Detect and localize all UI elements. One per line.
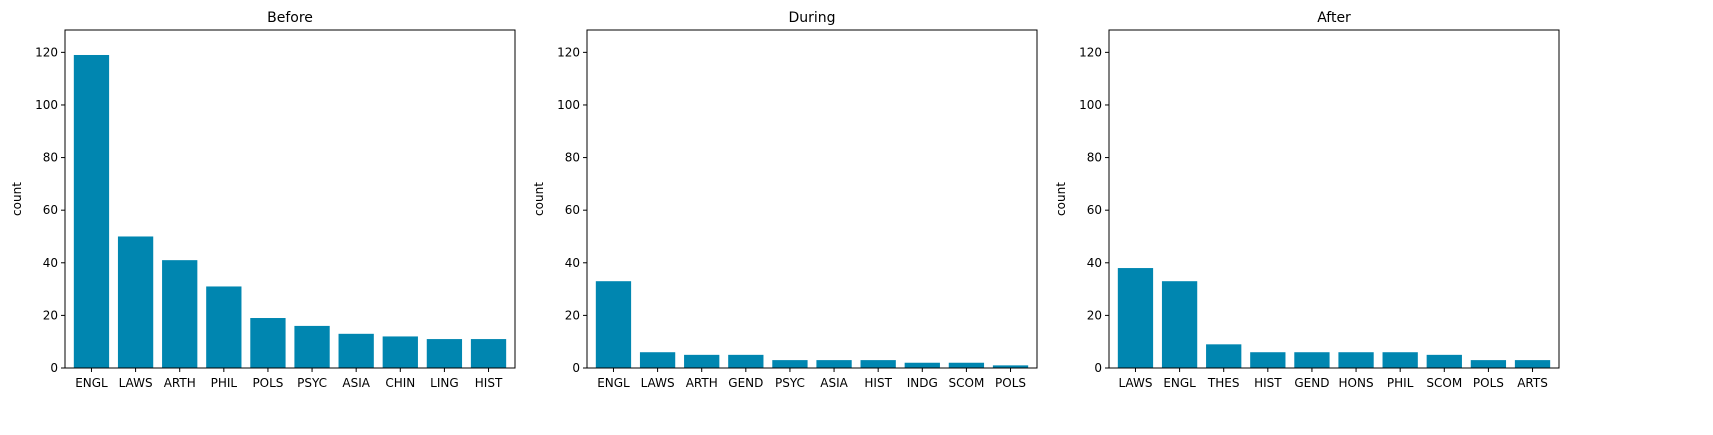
x-tick-label: GEND: [1294, 376, 1329, 390]
chart-panel-2: ENGL LAWS ARTH GEND PSYC ASIA HIST INDG SCOM POLS…: [532, 10, 1038, 390]
x-tick-label: ASIA: [820, 376, 848, 390]
y-tick-label: 100: [35, 98, 58, 112]
x-tick-label: ENGL: [1163, 376, 1196, 390]
x-tick-label: SCOM: [949, 376, 985, 390]
y-tick-label: 100: [1079, 98, 1102, 112]
x-tick-label: POLS: [995, 376, 1026, 390]
x-tick-label: LAWS: [641, 376, 675, 390]
y-tick-label: 40: [565, 256, 580, 270]
x-tick-label: PSYC: [297, 376, 327, 390]
y-tick-label: 40: [43, 256, 58, 270]
y-tick-label: 20: [43, 308, 58, 322]
x-tick-label: SCOM: [1426, 376, 1462, 390]
bar-pols: [250, 318, 286, 368]
x-tick-label: PHIL: [1387, 376, 1414, 390]
bar-laws: [117, 236, 154, 368]
x-tick-label: INDG: [907, 376, 938, 390]
bar-laws: [1117, 268, 1154, 368]
bar-indg: [904, 362, 940, 368]
y-tick-label: 80: [43, 151, 58, 165]
bar-hist: [470, 339, 507, 368]
y-axis-label: count: [532, 182, 546, 216]
x-tick-label: ASIA: [342, 376, 370, 390]
x-tick-label: LAWS: [119, 376, 153, 390]
y-tick-label: 120: [35, 45, 58, 59]
bar-laws: [639, 352, 676, 368]
x-tick-label: HIST: [864, 376, 892, 390]
chart-title: During: [788, 10, 835, 26]
x-tick-label: THES: [1207, 376, 1240, 390]
bar-hons: [1338, 352, 1374, 368]
y-tick-label: 20: [565, 308, 580, 322]
x-tick-label: ARTH: [686, 376, 718, 390]
y-tick-label: 60: [565, 203, 580, 217]
bar-chin: [382, 336, 418, 368]
x-tick-label: ARTH: [164, 376, 196, 390]
bar-psyc: [772, 360, 808, 368]
x-tick-label: POLS: [1473, 376, 1504, 390]
bar-psyc: [294, 325, 330, 368]
x-tick-label: LAWS: [1118, 376, 1152, 390]
bar-phil: [206, 286, 242, 368]
y-tick-label: 20: [1087, 308, 1102, 322]
bar-engl: [595, 281, 632, 368]
x-tick-label: HONS: [1339, 376, 1374, 390]
chart-title: Before: [267, 10, 313, 26]
x-tick-label: HIST: [1254, 376, 1282, 390]
x-tick-label: LING: [430, 376, 459, 390]
x-tick-label: CHIN: [385, 376, 415, 390]
bar-thes: [1206, 344, 1242, 368]
y-axis-label: count: [10, 182, 24, 216]
bar-ling: [426, 339, 463, 368]
bar-engl: [73, 54, 110, 369]
y-tick-label: 100: [557, 98, 580, 112]
x-tick-label: GEND: [728, 376, 763, 390]
bar-gend: [728, 354, 764, 368]
bar-arth: [684, 354, 720, 368]
bar-pols: [1470, 360, 1507, 368]
y-tick-label: 60: [43, 203, 58, 217]
plot-frame: [586, 29, 1038, 369]
x-tick-label: POLS: [252, 376, 283, 390]
bar-hist: [860, 360, 896, 368]
plot-frame: [64, 29, 516, 369]
chart-title: After: [1317, 10, 1351, 26]
y-tick-label: 60: [1087, 203, 1102, 217]
y-axis-label: count: [1054, 182, 1068, 216]
bar-engl: [1161, 281, 1198, 368]
y-tick-label: 0: [1094, 361, 1102, 375]
bar-phil: [1382, 352, 1418, 368]
bar-hist: [1250, 352, 1286, 368]
plot-frame: [1108, 29, 1560, 369]
chart-panel-3: LAWS ENGL THES HIST GEND HONS PHIL SCOM POLS ARTS…: [1054, 10, 1560, 390]
y-tick-label: 80: [565, 151, 580, 165]
y-tick-label: 120: [1079, 45, 1102, 59]
chart-panel-1: ENGL LAWS ARTH PHIL POLS PSYC ASIA CHIN LING HIST…: [10, 10, 516, 390]
x-tick-label: PHIL: [211, 376, 238, 390]
x-tick-label: HIST: [475, 376, 503, 390]
y-tick-label: 120: [557, 45, 580, 59]
bar-scom: [948, 362, 985, 368]
y-tick-label: 80: [1087, 151, 1102, 165]
bar-arth: [162, 260, 198, 368]
x-tick-label: PSYC: [775, 376, 805, 390]
bar-pols: [992, 365, 1029, 368]
y-tick-label: 0: [572, 361, 580, 375]
y-tick-label: 0: [50, 361, 58, 375]
y-tick-label: 40: [1087, 256, 1102, 270]
bar-gend: [1294, 352, 1330, 368]
bar-asia: [338, 333, 374, 368]
bar-asia: [816, 360, 852, 368]
bar-scom: [1426, 354, 1462, 368]
x-tick-label: ENGL: [597, 376, 630, 390]
x-tick-label: ENGL: [75, 376, 108, 390]
x-tick-label: ARTS: [1517, 376, 1548, 390]
bar-arts: [1514, 360, 1551, 368]
